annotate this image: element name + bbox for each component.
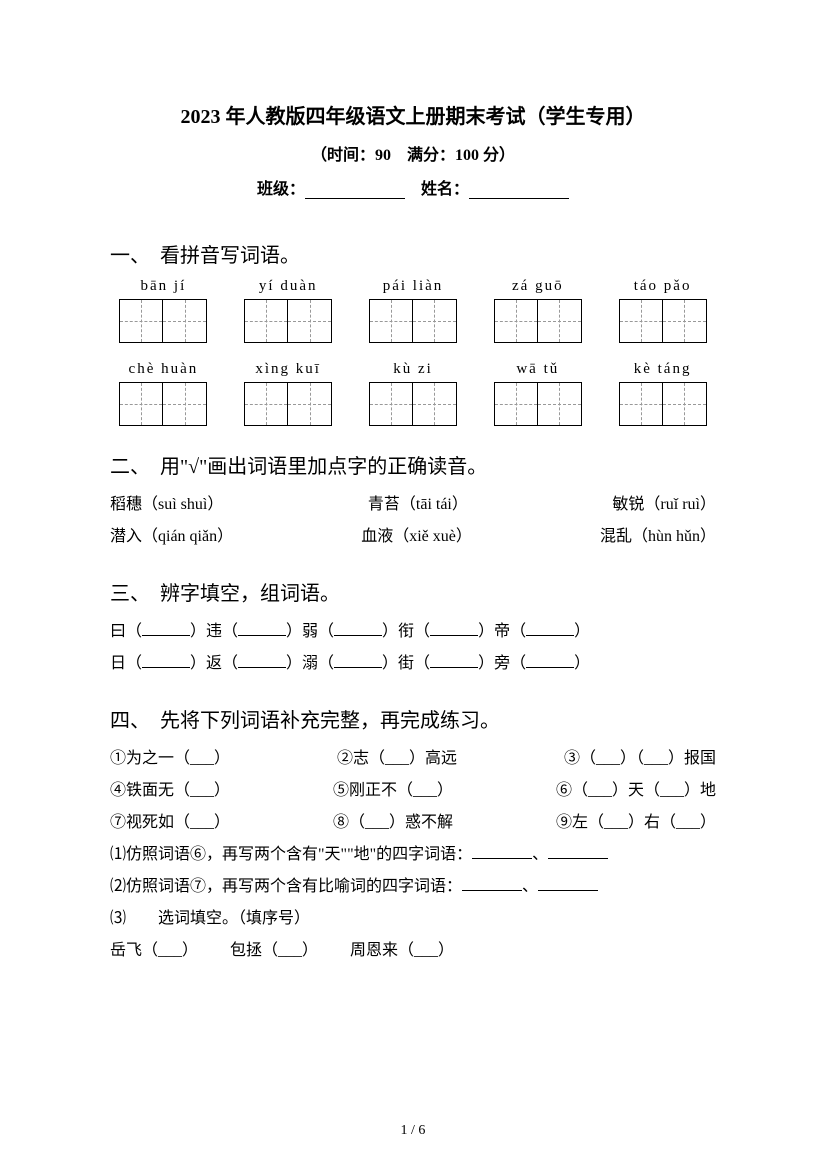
section-2-heading: 二、 用"√"画出词语里加点字的正确读音。 (110, 450, 716, 479)
worksheet-page: 2023 年人教版四年级语文上册期末考试（学生专用） （时间：90 满分：100… (0, 0, 826, 1169)
char-box-pair[interactable] (119, 382, 207, 426)
sub-question[interactable]: ⑵仿照词语⑦，再写两个含有比喻词的四字词语：、 (110, 871, 716, 903)
char-box-pair[interactable] (369, 382, 457, 426)
name-label: 姓名： (421, 181, 469, 198)
idiom-item: ⑥（___）天（___）地 (556, 775, 716, 807)
name-fill-row[interactable]: 岳飞（___） 包拯（___） 周恩来（___） (110, 935, 716, 967)
pinyin-text: táo pǎo (634, 278, 692, 295)
char-box-pair[interactable] (619, 299, 707, 343)
idiom-item: ⑦视死如（___） (110, 807, 230, 839)
char-box-pair[interactable] (244, 382, 332, 426)
q-item[interactable]: 混乱（hùn hǔn） (600, 521, 716, 553)
question-row: 稻穗（suì shuì） 青苔（tāi tái） 敏锐（ruǐ ruì） (110, 489, 716, 521)
q-item[interactable]: 血液（xiě xuè） (361, 521, 472, 553)
char-box-pair[interactable] (494, 299, 582, 343)
pinyin-text: zá guō (512, 278, 564, 295)
section-1-heading: 一、 看拼音写词语。 (110, 239, 716, 268)
q-item[interactable]: 敏锐（ruǐ ruì） (612, 489, 716, 521)
section-4-heading: 四、 先将下列词语补充完整，再完成练习。 (110, 704, 716, 733)
pinyin-group: pái liàn (360, 278, 467, 343)
class-blank[interactable] (305, 198, 405, 199)
char-box-pair[interactable] (119, 299, 207, 343)
pinyin-text: kù zi (393, 361, 433, 378)
idiom-item: ②志（___）高远 (337, 743, 457, 775)
idiom-row[interactable]: ④铁面无（___） ⑤刚正不（___） ⑥（___）天（___）地 (110, 775, 716, 807)
question-row: 潜入（qián qiǎn） 血液（xiě xuè） 混乱（hùn hǔn） (110, 521, 716, 553)
q-item[interactable]: 青苔（tāi tái） (368, 489, 468, 521)
name-blank[interactable] (469, 198, 569, 199)
q-item[interactable]: 稻穗（suì shuì） (110, 489, 223, 521)
pinyin-row-1: bān jí yí duàn pái liàn zá guō táo pǎo (110, 278, 716, 343)
sub-question: ⑶ 选词填空。（填序号） (110, 903, 716, 935)
pinyin-text: chè huàn (129, 361, 199, 378)
idiom-item: ⑤刚正不（___） (333, 775, 453, 807)
pinyin-group: yí duàn (235, 278, 342, 343)
pinyin-group: xìng kuī (235, 361, 342, 426)
name-item: 周恩来（___） (350, 942, 454, 959)
page-number: 1 / 6 (0, 1123, 826, 1139)
pinyin-group: kù zi (360, 361, 467, 426)
char-box-pair[interactable] (494, 382, 582, 426)
idiom-item: ③（___）（___）报国 (564, 743, 716, 775)
pinyin-group: bān jí (110, 278, 217, 343)
fill-row[interactable]: 曰（）违（）弱（）衔（）帝（） (110, 616, 716, 648)
fill-row[interactable]: 日（）返（）溺（）街（）旁（） (110, 648, 716, 680)
pinyin-text: yí duàn (259, 278, 318, 295)
pinyin-group: wā tǔ (484, 361, 591, 426)
pinyin-group: táo pǎo (609, 278, 716, 343)
class-label: 班级： (257, 181, 305, 198)
name-item: 岳飞（___） (110, 942, 198, 959)
idiom-item: ⑨左（___）右（___） (556, 807, 716, 839)
page-title: 2023 年人教版四年级语文上册期末考试（学生专用） (110, 100, 716, 129)
sub-question[interactable]: ⑴仿照词语⑥，再写两个含有"天""地"的四字词语：、 (110, 839, 716, 871)
idiom-item: ①为之一（___） (110, 743, 230, 775)
idiom-row[interactable]: ⑦视死如（___） ⑧（___）惑不解 ⑨左（___）右（___） (110, 807, 716, 839)
pinyin-row-2: chè huàn xìng kuī kù zi wā tǔ kè táng (110, 361, 716, 426)
pinyin-group: chè huàn (110, 361, 217, 426)
idiom-item: ⑧（___）惑不解 (333, 807, 453, 839)
subtitle: （时间：90 满分：100 分） (110, 141, 716, 165)
q-item[interactable]: 潜入（qián qiǎn） (110, 521, 233, 553)
pinyin-text: wā tǔ (516, 361, 559, 378)
pinyin-text: kè táng (634, 361, 692, 378)
pinyin-text: bān jí (141, 278, 187, 295)
char-box-pair[interactable] (619, 382, 707, 426)
pinyin-group: kè táng (609, 361, 716, 426)
pinyin-group: zá guō (484, 278, 591, 343)
name-item: 包拯（___） (230, 942, 318, 959)
pinyin-text: pái liàn (383, 278, 444, 295)
char-box-pair[interactable] (369, 299, 457, 343)
idiom-row[interactable]: ①为之一（___） ②志（___）高远 ③（___）（___）报国 (110, 743, 716, 775)
student-info-line: 班级： 姓名： (110, 175, 716, 199)
section-3-heading: 三、 辨字填空，组词语。 (110, 577, 716, 606)
char-box-pair[interactable] (244, 299, 332, 343)
idiom-item: ④铁面无（___） (110, 775, 230, 807)
pinyin-text: xìng kuī (255, 361, 321, 378)
